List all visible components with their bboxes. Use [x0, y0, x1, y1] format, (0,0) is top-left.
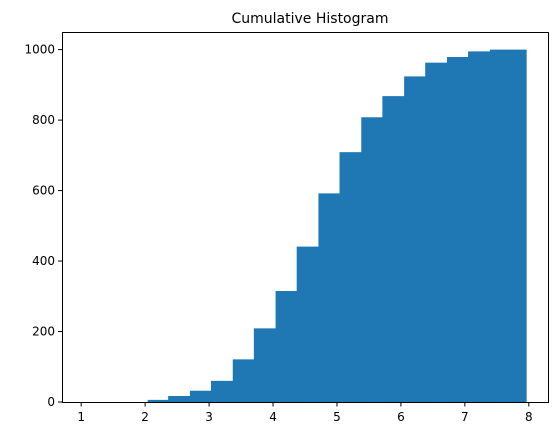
- histogram-bar: [339, 152, 362, 402]
- histogram-bar: [425, 62, 448, 403]
- chart-title: Cumulative Histogram: [232, 11, 389, 27]
- histogram-bar: [275, 291, 298, 402]
- plot-frame: [62, 32, 549, 403]
- histogram-bar: [489, 49, 512, 402]
- x-tick-label: 8: [525, 410, 533, 424]
- histogram-bar: [210, 380, 234, 402]
- histogram-bar: [446, 57, 469, 403]
- x-tick-label: 2: [141, 410, 149, 424]
- histogram-bar: [510, 49, 527, 402]
- histogram-bar: [189, 390, 212, 402]
- histogram-bar: [318, 193, 340, 402]
- x-axis-ticks: 1 2 3 4 5 6 7 8: [77, 402, 533, 424]
- y-tick-label: 1000: [24, 43, 55, 57]
- histogram-bar: [404, 76, 426, 403]
- histogram-bar: [361, 117, 383, 403]
- x-tick-label: 3: [205, 410, 213, 424]
- y-tick-label: 600: [32, 184, 55, 198]
- histogram-bar: [147, 399, 169, 402]
- axes-group: [62, 32, 549, 403]
- histogram-bar: [253, 328, 276, 402]
- histogram-bar: [382, 96, 405, 402]
- x-tick-label: 4: [269, 410, 277, 424]
- histogram-bar: [296, 246, 319, 402]
- y-tick-label: 200: [32, 325, 55, 339]
- histogram-bar: [468, 51, 491, 402]
- x-tick-label: 1: [77, 410, 85, 424]
- bars-group: [147, 49, 527, 403]
- x-tick-label: 6: [397, 410, 405, 424]
- x-tick-label: 5: [333, 410, 341, 424]
- y-axis-ticks: 0 200 400 600 800 1000: [24, 43, 62, 409]
- histogram-bar: [168, 396, 191, 402]
- y-tick-label: 0: [47, 395, 55, 409]
- x-tick-label: 7: [461, 410, 469, 424]
- y-tick-label: 800: [32, 113, 55, 127]
- histogram-bar: [232, 359, 255, 402]
- y-tick-label: 400: [32, 254, 55, 268]
